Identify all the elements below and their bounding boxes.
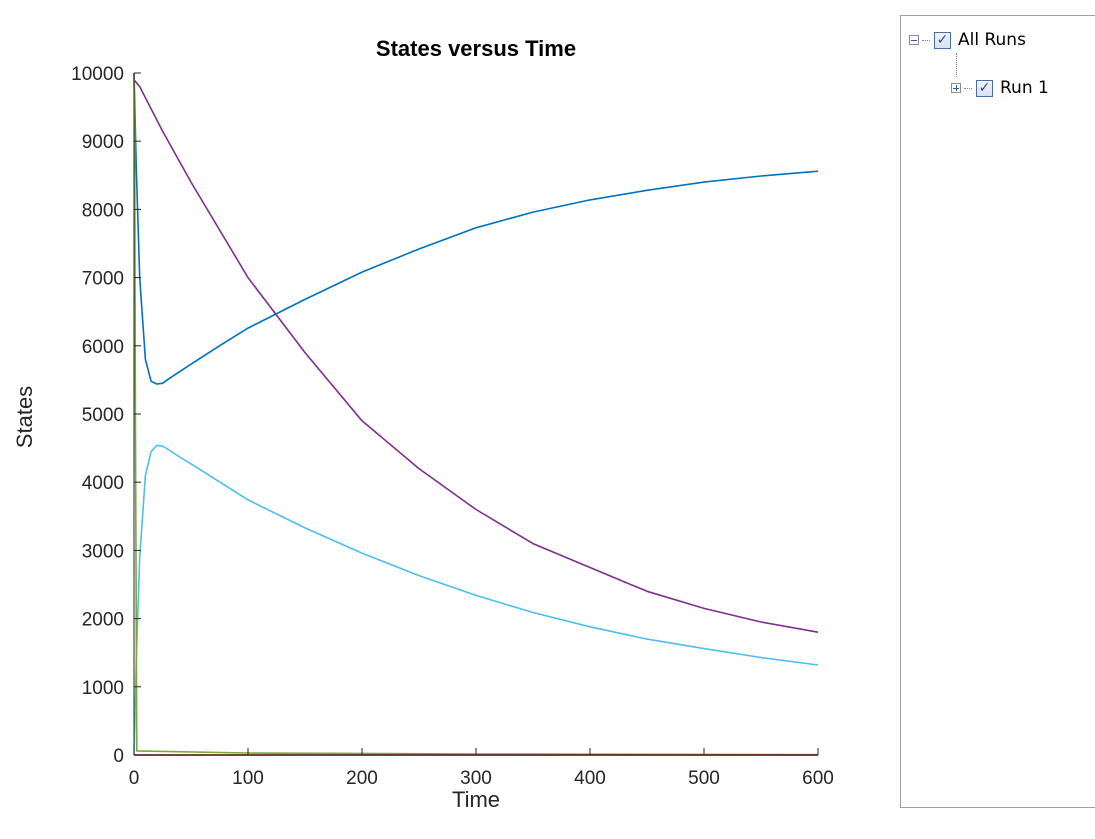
tree-item-label: Run 1: [1000, 78, 1049, 98]
tree-connector: [922, 39, 930, 41]
chart-title: States versus Time: [376, 36, 576, 61]
x-axis-title: Time: [452, 787, 500, 812]
tree-item-run-1[interactable]: ✓ Run 1: [951, 77, 1049, 99]
plot-area: [133, 72, 819, 756]
y-tick-label: 7000: [82, 269, 124, 290]
x-tick-label: 100: [232, 768, 264, 789]
x-tick-label: 0: [129, 768, 140, 789]
series-line-2: [133, 79, 819, 633]
x-tick-label: 300: [460, 768, 492, 789]
checkmark-icon: ✓: [978, 80, 991, 96]
tree-connector: [956, 53, 957, 77]
run-1-checkbox[interactable]: ✓: [976, 79, 993, 97]
tree-connector: [964, 87, 972, 89]
y-tick-label: 3000: [82, 541, 124, 562]
y-tick-label: 9000: [82, 132, 124, 153]
x-tick-label: 200: [346, 768, 378, 789]
y-tick-label: 0: [113, 746, 124, 767]
checkmark-icon: ✓: [936, 32, 949, 48]
expand-icon[interactable]: [951, 83, 961, 93]
y-tick-label: 8000: [82, 200, 124, 221]
series-line-3: [133, 444, 819, 756]
series-line-1: [133, 72, 819, 385]
y-tick-label: 1000: [82, 678, 124, 699]
x-tick-label: 400: [574, 768, 606, 789]
axes: 0 100 200 300 400 500 600010002000300040005000…: [71, 64, 834, 789]
states-versus-time-chart: States versus Time 0 100 200 300 400 500 60001…: [12, 36, 834, 812]
x-tick-label: 500: [688, 768, 720, 789]
all-runs-checkbox[interactable]: ✓: [934, 31, 951, 49]
y-tick-label: 6000: [82, 337, 124, 358]
tree-item-all-runs[interactable]: ✓ All Runs: [909, 29, 1026, 51]
collapse-icon[interactable]: [909, 35, 919, 45]
y-tick-label: 4000: [82, 473, 124, 494]
y-axis-title: States: [12, 386, 37, 448]
y-tick-label: 10000: [71, 64, 124, 85]
y-tick-label: 5000: [82, 405, 124, 426]
y-tick-label: 2000: [82, 610, 124, 631]
x-tick-label: 600: [802, 768, 834, 789]
run-tree-panel: ✓ All Runs ✓ Run 1: [900, 15, 1095, 808]
series-line-4: [133, 72, 819, 756]
tree-item-label: All Runs: [958, 30, 1026, 50]
